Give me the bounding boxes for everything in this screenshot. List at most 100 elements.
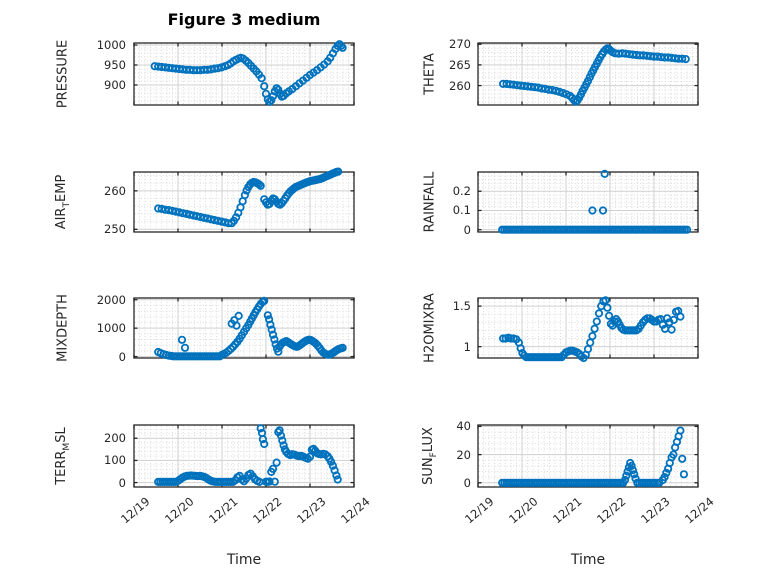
data-point-marker — [590, 324, 599, 333]
data-point-marker — [332, 471, 341, 480]
ylabel-segment: RAINFALL — [422, 171, 438, 233]
subplot-h2omixra — [477, 296, 699, 363]
data-point-marker — [600, 169, 609, 178]
data-point-marker — [234, 311, 243, 320]
data-point-marker — [268, 92, 278, 101]
ytick-label-rainfall: 0.1 — [452, 203, 471, 218]
data-point-marker — [260, 296, 269, 305]
subplot-pressure — [133, 40, 355, 106]
data-point-marker — [520, 351, 529, 360]
data-point-marker — [627, 461, 636, 470]
ytick-label-pressure: 1000 — [96, 38, 126, 52]
ylabel-terrmsl: TERRMSL — [54, 427, 72, 485]
data-point-marker — [267, 325, 276, 334]
ytick-label-theta: 270 — [449, 37, 471, 52]
data-point-marker — [598, 206, 608, 215]
ylabel-segment: AIR — [54, 207, 70, 230]
data-point-marker — [328, 461, 337, 470]
ylabel-airtemp: AIRTEMP — [54, 175, 72, 230]
data-point-marker — [270, 477, 279, 486]
ytick-label-sunflux: 40 — [456, 419, 471, 434]
data-point-marker — [630, 470, 639, 479]
ytick-label-theta: 265 — [449, 57, 471, 72]
data-point-marker — [196, 212, 205, 222]
data-point-marker — [516, 344, 525, 353]
ytick-label-airtemp: 260 — [104, 183, 126, 198]
data-point-marker — [620, 475, 630, 485]
data-point-marker — [551, 86, 561, 96]
data-point-marker — [210, 216, 219, 225]
data-point-marker — [257, 74, 266, 83]
data-point-marker — [676, 426, 685, 435]
ylabel-segment: EMP — [54, 174, 70, 202]
data-point-marker — [678, 54, 687, 63]
data-point-marker — [594, 309, 604, 318]
data-point-marker — [669, 315, 678, 324]
ytick-label-terrmsl: 0 — [118, 475, 126, 490]
data-point-marker — [171, 207, 180, 216]
data-point-marker — [182, 209, 191, 218]
ytick-label-mixdepth: 0 — [118, 349, 126, 364]
ylabel-segment: TERR — [54, 450, 70, 485]
ylabel-segment: PRESSURE — [55, 39, 71, 109]
series-terrmsl — [154, 424, 342, 486]
data-point-marker — [338, 343, 347, 352]
data-point-marker — [601, 296, 610, 305]
ytick-label-sunflux: 20 — [456, 447, 471, 462]
data-point-marker — [622, 471, 631, 480]
ytick-label-airtemp: 250 — [104, 222, 126, 237]
ytick-label-rainfall: 0 — [463, 222, 471, 237]
data-point-marker — [267, 96, 276, 105]
data-point-marker — [662, 468, 671, 477]
data-point-marker — [175, 208, 184, 217]
subplot-rainfall — [477, 169, 699, 234]
axes-frame — [477, 42, 699, 106]
series-sunflux — [498, 426, 689, 487]
series-pressure — [150, 40, 347, 106]
data-point-marker — [180, 343, 190, 352]
data-point-marker — [217, 217, 226, 226]
data-point-marker — [682, 225, 692, 234]
ytick-label-mixdepth: 2000 — [96, 292, 126, 307]
data-point-marker — [272, 84, 281, 93]
ytick-label-terrmsl: 100 — [104, 453, 126, 468]
ylabel-segment: SL — [54, 427, 70, 443]
figure-title: Figure 3 medium — [167, 10, 321, 29]
data-point-marker — [272, 458, 281, 467]
data-point-marker — [276, 431, 286, 440]
axes-frame — [133, 42, 355, 106]
data-point-marker — [326, 457, 336, 466]
ytick-label-h2omixra: 1.5 — [452, 299, 471, 314]
subplot-theta — [477, 42, 699, 106]
data-point-marker — [603, 303, 612, 312]
data-point-marker — [681, 54, 690, 64]
data-point-marker — [658, 320, 667, 329]
data-point-marker — [548, 86, 557, 95]
ylabel-sunflux: SUNFLUX — [421, 427, 439, 485]
data-point-marker — [334, 167, 343, 176]
data-point-marker — [168, 206, 177, 215]
data-point-marker — [676, 312, 685, 321]
data-point-marker — [628, 465, 638, 475]
ylabel-segment: THETA — [422, 53, 438, 95]
ytick-label-pressure: 950 — [104, 58, 126, 72]
data-point-marker — [270, 335, 279, 344]
ylabel-segment: MIXDEPTH — [55, 294, 71, 362]
data-point-marker — [588, 206, 597, 215]
data-point-marker — [178, 209, 187, 218]
series-airtemp — [154, 167, 343, 228]
ylabel-theta: THETA — [423, 53, 438, 95]
axes-frame — [133, 171, 355, 233]
data-point-marker — [278, 436, 287, 445]
data-point-marker — [660, 472, 669, 482]
data-point-marker — [338, 43, 347, 52]
ylabel-rainfall: RAINFALL — [423, 172, 438, 233]
ylabel-h2omixra: H2OMIXRA — [423, 293, 438, 363]
subplot-airtemp — [133, 167, 355, 233]
data-point-marker — [268, 330, 278, 339]
ytick-label-sunflux: 0 — [463, 475, 471, 490]
xlabel-time-right: Time — [570, 552, 606, 568]
data-point-marker — [588, 331, 597, 341]
